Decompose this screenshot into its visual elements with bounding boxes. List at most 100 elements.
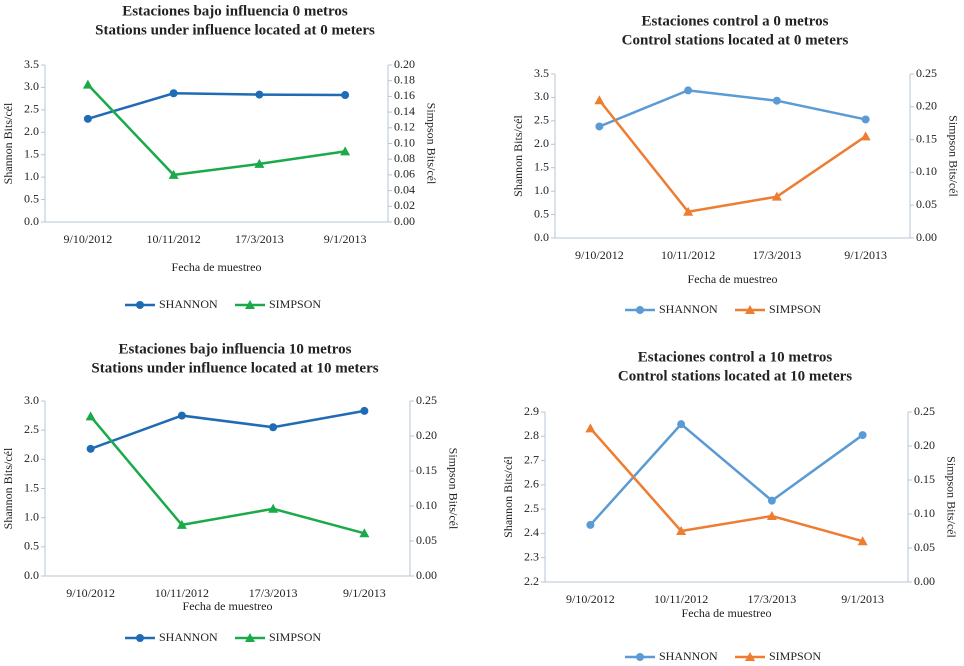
- y2-axis-label: Simpson Bits/cél: [424, 103, 438, 185]
- legend-marker: [636, 653, 644, 661]
- series-line: [86, 83, 346, 177]
- data-point: [586, 520, 595, 529]
- y2-tick-label: 0.20: [914, 438, 935, 452]
- data-point: [857, 536, 868, 546]
- y2-tick-label: 0.20: [394, 57, 415, 71]
- y2-tick-label: 0.15: [916, 131, 937, 145]
- y2-tick-label: 0.08: [394, 151, 415, 165]
- y2-tick-label: 0.05: [416, 533, 437, 547]
- y-axis-label: Shannon Bits/cél: [511, 115, 525, 197]
- legend-label: SHANNON: [159, 630, 218, 644]
- y2-tick-label: 0.05: [914, 540, 935, 554]
- data-point: [585, 423, 596, 433]
- y-tick-label: 2.5: [524, 501, 539, 515]
- legend-label: SHANNON: [159, 297, 218, 311]
- y-tick-label: 2.2: [524, 574, 539, 588]
- x-tick-label: 9/10/2012: [66, 586, 115, 600]
- data-point: [86, 444, 95, 453]
- legend-marker: [745, 652, 755, 661]
- data-point: [269, 423, 278, 432]
- data-point: [767, 496, 776, 505]
- x-tick-label: 9/10/2012: [566, 592, 615, 606]
- data-point: [85, 411, 96, 421]
- legend-label: SIMPSON: [769, 302, 821, 316]
- chart-subtitle: Stations under influence located at 0 me…: [95, 22, 375, 38]
- y-tick-label: 2.4: [524, 525, 539, 539]
- data-point: [360, 406, 369, 415]
- data-point: [255, 90, 264, 99]
- chart-subtitle: Stations under influence located at 10 m…: [91, 360, 378, 376]
- y-tick-label: 1.5: [24, 146, 39, 160]
- y2-tick-label: 0.16: [394, 88, 415, 102]
- y-tick-label: 2.5: [534, 113, 549, 127]
- y-tick-label: 1.5: [534, 159, 549, 173]
- y-tick-label: 3.0: [534, 89, 549, 103]
- y2-tick-label: 0.15: [416, 463, 437, 477]
- y2-tick-label: 0.20: [916, 99, 937, 113]
- y-tick-label: 0.5: [24, 539, 39, 553]
- data-point: [169, 89, 178, 98]
- y2-tick-label: 0.00: [394, 214, 415, 228]
- y2-axis-label: Simpson Bits/cél: [946, 115, 960, 197]
- legend-marker: [745, 305, 755, 314]
- y2-tick-label: 0.25: [914, 404, 935, 418]
- y2-tick-label: 0.14: [394, 104, 415, 118]
- series-line: [598, 99, 867, 214]
- x-axis-label: Fecha de muestreo: [172, 260, 262, 274]
- x-tick-label: 9/1/2013: [324, 232, 367, 246]
- data-point: [676, 526, 687, 535]
- data-point: [684, 86, 693, 95]
- y-tick-label: 0.5: [24, 191, 39, 205]
- data-point: [177, 411, 186, 420]
- data-point: [176, 519, 187, 529]
- series-line: [90, 409, 365, 451]
- legend-marker: [245, 633, 255, 642]
- y-tick-label: 3.0: [24, 79, 39, 93]
- data-point: [168, 169, 179, 179]
- legend-label: SIMPSON: [269, 630, 321, 644]
- data-point: [254, 158, 265, 168]
- x-tick-label: 10/11/2012: [661, 248, 715, 262]
- chart-subtitle: Control stations located at 0 meters: [622, 32, 849, 48]
- legend-label: SHANNON: [659, 302, 718, 316]
- x-tick-label: 17/3/2013: [235, 232, 284, 246]
- y2-tick-label: 0.00: [916, 230, 937, 244]
- y2-tick-label: 0.02: [394, 198, 415, 212]
- y2-tick-label: 0.10: [914, 506, 935, 520]
- y-tick-label: 0.0: [534, 230, 549, 244]
- data-point: [595, 122, 604, 131]
- y-tick-label: 3.5: [24, 57, 39, 71]
- y-tick-label: 1.0: [24, 509, 39, 523]
- y-tick-label: 2.7: [524, 452, 539, 466]
- legend-marker: [136, 301, 144, 309]
- data-point: [594, 95, 605, 105]
- y2-tick-label: 0.12: [394, 120, 415, 134]
- y2-axis-label: Simpson Bits/cél: [446, 448, 460, 530]
- x-tick-label: 17/3/2013: [753, 248, 802, 262]
- data-point: [861, 115, 870, 124]
- legend-label: SIMPSON: [269, 297, 321, 311]
- x-tick-label: 10/11/2012: [155, 586, 209, 600]
- series-line: [87, 92, 346, 121]
- y2-axis-label: Simpson Bits/cél: [944, 456, 958, 538]
- y2-tick-label: 0.15: [914, 472, 935, 486]
- y-tick-label: 2.3: [524, 549, 539, 563]
- y-axis-label: Shannon Bits/cél: [501, 456, 515, 538]
- y2-tick-label: 0.10: [916, 164, 937, 178]
- y-axis-label: Shannon Bits/cél: [1, 102, 15, 184]
- y-tick-label: 3.5: [534, 66, 549, 80]
- y2-tick-label: 0.10: [394, 135, 415, 149]
- chart-subtitle: Control stations located at 10 meters: [618, 368, 852, 384]
- x-tick-label: 10/11/2012: [654, 592, 708, 606]
- legend-label: SIMPSON: [769, 649, 821, 663]
- x-tick-label: 9/1/2013: [844, 248, 887, 262]
- legend-label: SHANNON: [659, 649, 718, 663]
- y2-tick-label: 0.06: [394, 167, 415, 181]
- y-tick-label: 2.0: [534, 136, 549, 150]
- x-tick-label: 9/1/2013: [841, 592, 884, 606]
- y-tick-label: 2.6: [524, 477, 539, 491]
- series-line: [89, 415, 365, 535]
- x-axis-label: Fecha de muestreo: [183, 599, 273, 613]
- chart-title: Estaciones bajo influencia 10 metros: [118, 341, 351, 357]
- series-line: [589, 427, 863, 543]
